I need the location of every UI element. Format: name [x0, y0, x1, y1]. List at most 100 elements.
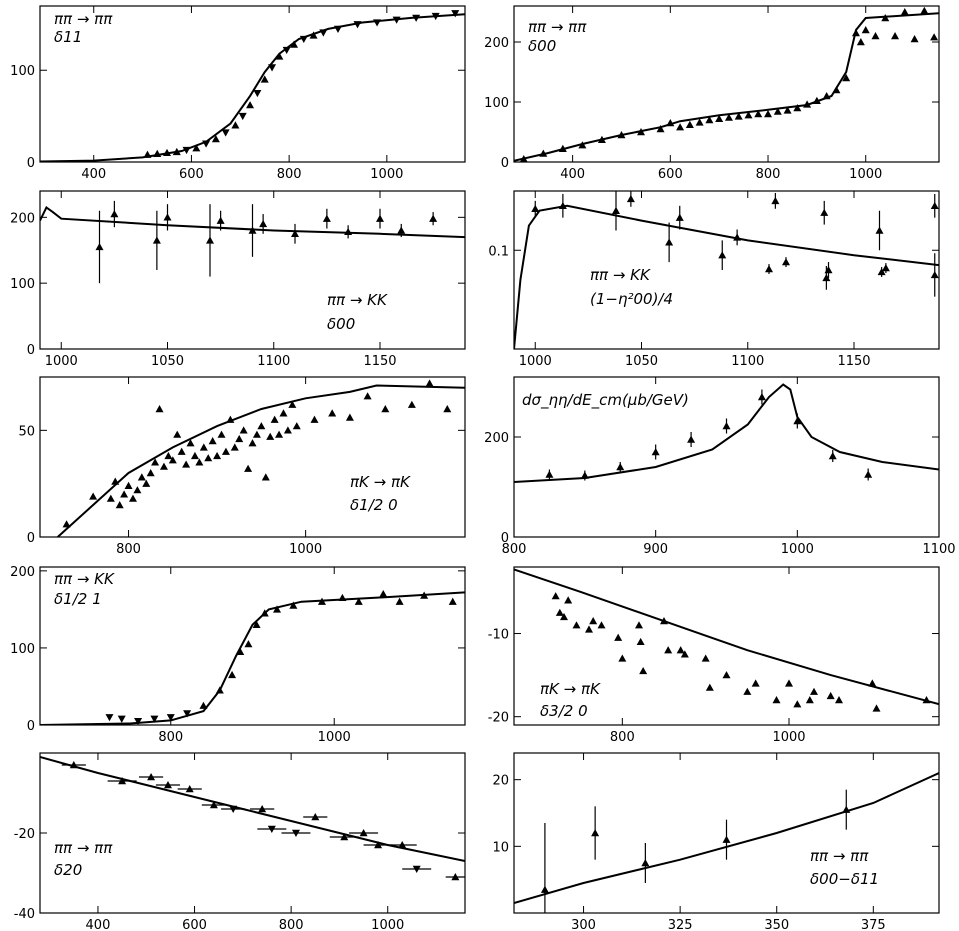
data-point	[722, 835, 731, 843]
plot-frame	[39, 5, 466, 163]
data-point	[660, 617, 668, 625]
model-curve	[514, 12, 939, 162]
data-point	[89, 492, 98, 500]
data-point	[95, 242, 104, 251]
x-tick-label: 1150	[837, 354, 870, 369]
data-point	[137, 473, 146, 481]
data-point	[288, 400, 297, 408]
x-tick-label: 800	[116, 542, 141, 557]
data-point	[805, 696, 814, 704]
model-curve	[40, 591, 465, 725]
data-point	[238, 112, 247, 121]
data-point	[451, 10, 460, 18]
data-point	[826, 691, 835, 700]
data-point	[392, 16, 401, 24]
data-point	[147, 773, 156, 781]
data-point	[626, 194, 635, 203]
data-point	[734, 112, 743, 120]
y-tick-label: 0	[27, 719, 35, 734]
data-point	[431, 12, 440, 21]
data-point	[764, 110, 773, 118]
data-point	[675, 213, 684, 221]
data-point	[539, 149, 548, 157]
data-point	[199, 443, 208, 451]
y-tick-label: 10	[492, 840, 509, 855]
data-point	[217, 430, 226, 438]
data-point	[376, 214, 384, 222]
data-point	[374, 841, 383, 849]
data-point	[124, 481, 133, 489]
y-tick-label: 100	[10, 64, 35, 79]
data-point	[715, 114, 724, 122]
plot-frame	[513, 5, 940, 163]
y-tick-label: 0	[501, 531, 509, 546]
data-point	[289, 601, 298, 609]
data-point	[252, 620, 261, 629]
data-point	[105, 714, 114, 722]
data-point	[153, 149, 162, 157]
data-point	[260, 75, 269, 83]
data-point	[244, 464, 253, 472]
panel-annotation: δ3/2 0	[540, 702, 588, 720]
model-curve	[514, 568, 939, 706]
data-point	[282, 46, 291, 55]
data-point	[558, 144, 567, 152]
data-point	[268, 64, 277, 72]
data-point	[266, 432, 275, 440]
data-point	[868, 679, 877, 687]
data-point	[395, 597, 404, 605]
x-tick-label: 1000	[289, 542, 322, 557]
data-point	[572, 621, 581, 629]
data-point	[185, 785, 194, 793]
y-tick-label: 0	[501, 156, 509, 171]
data-point	[257, 422, 266, 430]
y-tick-label: -20	[14, 827, 35, 842]
x-tick-label: 900	[643, 542, 668, 557]
data-point	[172, 147, 181, 156]
x-tick-label: 1100	[731, 354, 764, 369]
data-point	[258, 805, 267, 813]
panel-annotation: ππ → KK	[590, 266, 651, 284]
data-point	[585, 625, 593, 633]
data-point	[519, 155, 528, 162]
data-point	[930, 33, 939, 41]
model-curve	[514, 383, 939, 483]
data-point	[186, 439, 195, 447]
y-tick-label: 200	[484, 36, 509, 51]
y-tick-label: -10	[488, 628, 509, 643]
x-tick-label: 1000	[781, 542, 814, 557]
data-point	[793, 104, 802, 112]
data-point	[261, 473, 270, 481]
x-tick-label: 1150	[363, 354, 396, 369]
data-point	[695, 118, 704, 126]
data-point	[279, 409, 288, 417]
plot-frame	[39, 566, 466, 726]
panel-annotation: ππ → ππ	[528, 18, 587, 36]
data-point	[724, 113, 733, 121]
data-point	[166, 714, 175, 722]
data-point	[163, 781, 172, 789]
data-point	[229, 805, 238, 813]
data-point	[881, 14, 890, 22]
data-point	[110, 210, 119, 218]
x-tick-label: 800	[502, 542, 527, 557]
x-tick-label: 1100	[922, 542, 955, 557]
data-point	[564, 596, 573, 604]
data-point	[221, 129, 230, 137]
data-point	[354, 597, 363, 605]
data-point	[618, 654, 627, 662]
data-point	[202, 140, 211, 148]
x-tick-label: 400	[81, 167, 106, 182]
data-point	[152, 236, 161, 244]
model-curve	[40, 13, 465, 162]
data-point	[810, 687, 818, 695]
data-point	[757, 393, 766, 401]
data-point	[531, 204, 540, 212]
data-point	[832, 86, 841, 94]
panel-annotation: δ11	[54, 28, 82, 46]
x-tick-label: 1100	[257, 354, 290, 369]
data-point	[420, 591, 429, 599]
data-point	[275, 52, 284, 60]
